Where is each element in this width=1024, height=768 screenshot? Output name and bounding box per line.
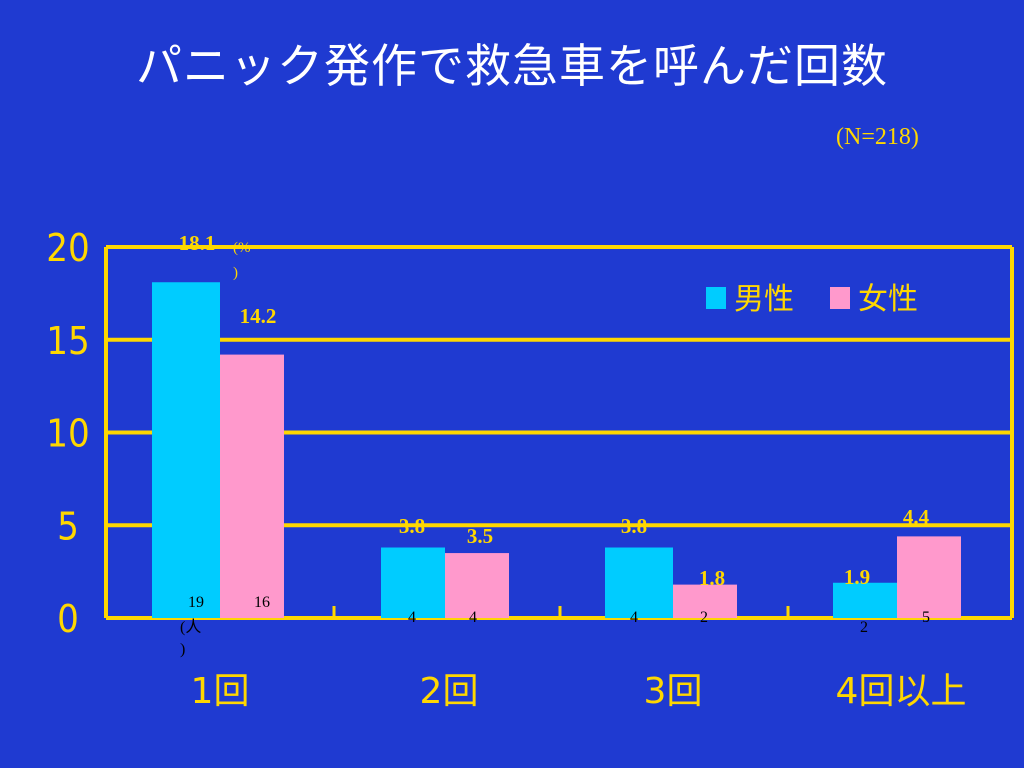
legend-box (690, 267, 930, 337)
bar-value-label: 3.8 (399, 514, 425, 538)
count-label: 2 (700, 609, 708, 626)
y-tick-labels: 0 5 10 15 20 (46, 226, 90, 641)
legend-label: 男性 (734, 282, 794, 317)
percent-unit-label: (% (233, 240, 251, 256)
bar-value-label: 1.9 (844, 565, 870, 589)
bars (152, 282, 961, 618)
y-tick-label: 20 (46, 226, 90, 270)
bar (445, 553, 509, 618)
chart-title: パニック発作で救急車を呼んだ回数 (136, 39, 888, 93)
bar-value-label: 14.2 (240, 304, 277, 328)
y-tick-label: 0 (57, 597, 79, 641)
count-unit-label: (人 (180, 618, 201, 636)
count-label: 16 (254, 594, 270, 611)
y-tick-label: 15 (46, 319, 90, 363)
bar (605, 547, 673, 618)
sample-size-label: (N=218) (836, 124, 919, 150)
count-label: 5 (922, 609, 930, 626)
bar-value-label: 3.5 (467, 524, 493, 548)
bar-value-label: 18.1 (179, 231, 216, 255)
y-tick-label: 5 (57, 504, 79, 548)
bar (381, 547, 445, 618)
bar (220, 354, 284, 618)
percent-unit-label: ) (233, 265, 238, 281)
bar (833, 582, 897, 618)
data-labels: 18.1 14.2 3.8 3.5 3.8 1.8 1.9 4.4 19 4 4 2 16 4 2 5 (%) (… (179, 231, 930, 658)
count-label: 2 (860, 619, 868, 636)
x-tick-label: 2回 (420, 671, 479, 712)
x-tick-label: 4回以上 (836, 671, 967, 712)
count-label: 4 (469, 609, 477, 626)
legend-label: 女性 (858, 282, 918, 317)
count-label: 4 (630, 609, 638, 626)
x-tick-labels: 1回 2回 3回 4回以上 (191, 671, 967, 712)
bar-value-label: 4.4 (903, 505, 930, 529)
count-label: 4 (408, 609, 416, 626)
bar (673, 584, 737, 618)
count-label: 19 (188, 594, 204, 611)
x-tick-label: 3回 (644, 671, 703, 712)
bar (152, 282, 220, 618)
bar-value-label: 1.8 (699, 566, 725, 590)
x-tick-label: 1回 (191, 671, 250, 712)
count-unit-label: ) (180, 641, 185, 658)
legend-swatch (706, 287, 726, 309)
y-tick-label: 10 (46, 412, 90, 456)
legend: 男性 女性 (690, 267, 930, 337)
bar (897, 536, 961, 618)
bar-value-label: 3.8 (621, 514, 647, 538)
legend-swatch (830, 287, 850, 309)
